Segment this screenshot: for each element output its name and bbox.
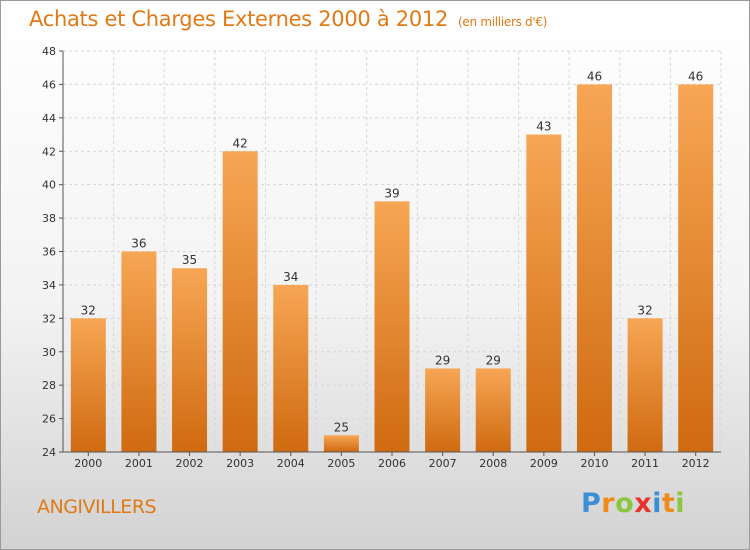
value-label-2010: 46 (587, 69, 602, 83)
bar-2005 (323, 435, 359, 452)
x-tick-label-2011: 2011 (631, 457, 659, 470)
logo-letter: i (675, 488, 686, 519)
value-label-2009: 43 (536, 120, 551, 134)
x-tick-label-2009: 2009 (530, 457, 558, 470)
value-label-2006: 39 (384, 186, 399, 200)
bar-2000 (70, 318, 106, 452)
y-tick-label: 42 (42, 145, 56, 158)
logo-letter: P (581, 488, 602, 519)
value-label-2008: 29 (486, 353, 501, 367)
value-label-2011: 32 (637, 303, 652, 317)
value-label-2005: 25 (334, 420, 349, 434)
y-tick-label: 32 (42, 312, 56, 325)
y-tick-label: 46 (42, 78, 56, 91)
bar-2012 (678, 84, 714, 453)
value-label-2007: 29 (435, 353, 450, 367)
bar-2004 (273, 284, 309, 452)
logo-letter: o (615, 488, 635, 519)
bar-2002 (172, 268, 208, 452)
x-tick-label-2001: 2001 (125, 457, 153, 470)
y-tick-label: 28 (42, 379, 56, 392)
x-tick-label-2012: 2012 (682, 457, 710, 470)
bar-2003 (222, 151, 258, 452)
logo-letter: t (661, 488, 676, 519)
commune-name: ANGIVILLERS (37, 496, 157, 518)
bar-2010 (576, 84, 612, 453)
bar-2006 (374, 201, 410, 452)
value-label-2002: 35 (182, 253, 197, 267)
logo-letter: i (652, 488, 662, 519)
x-tick-label-2006: 2006 (378, 457, 406, 470)
proxiti-logo: Proxiti (581, 488, 685, 519)
x-tick-label-2008: 2008 (479, 457, 507, 470)
logo-letter: x (634, 488, 653, 519)
x-tick-label-2004: 2004 (277, 457, 305, 470)
value-label-2012: 46 (688, 69, 703, 83)
y-tick-label: 26 (42, 413, 56, 426)
bar-2008 (475, 368, 511, 452)
x-tick-label-2002: 2002 (176, 457, 204, 470)
value-label-2000: 32 (81, 303, 96, 317)
x-tick-label-2010: 2010 (580, 457, 608, 470)
bar-2001 (121, 251, 157, 452)
chart-title: Achats et Charges Externes 2000 à 2012 (e… (29, 7, 547, 31)
bar-2009 (526, 134, 562, 452)
chart-title-text: Achats et Charges Externes 2000 à 2012 (29, 7, 449, 31)
x-tick-label-2000: 2000 (74, 457, 102, 470)
x-tick-label-2007: 2007 (429, 457, 457, 470)
y-tick-label: 30 (42, 346, 56, 359)
value-label-2004: 34 (283, 270, 298, 284)
y-tick-label: 40 (42, 179, 56, 192)
bar-2011 (627, 318, 663, 452)
y-tick-label: 34 (42, 279, 56, 292)
y-tick-label: 36 (42, 246, 56, 259)
logo-letter: r (601, 488, 616, 519)
value-label-2001: 36 (131, 237, 146, 251)
y-tick-label: 24 (42, 446, 56, 459)
bar-2007 (425, 368, 461, 452)
chart-unit: (en milliers d'€) (458, 15, 548, 29)
y-tick-label: 48 (42, 45, 56, 58)
x-tick-label-2003: 2003 (226, 457, 254, 470)
value-label-2003: 42 (233, 136, 248, 150)
y-tick-label: 44 (42, 112, 56, 125)
x-tick-label-2005: 2005 (327, 457, 355, 470)
y-tick-label: 38 (42, 212, 56, 225)
